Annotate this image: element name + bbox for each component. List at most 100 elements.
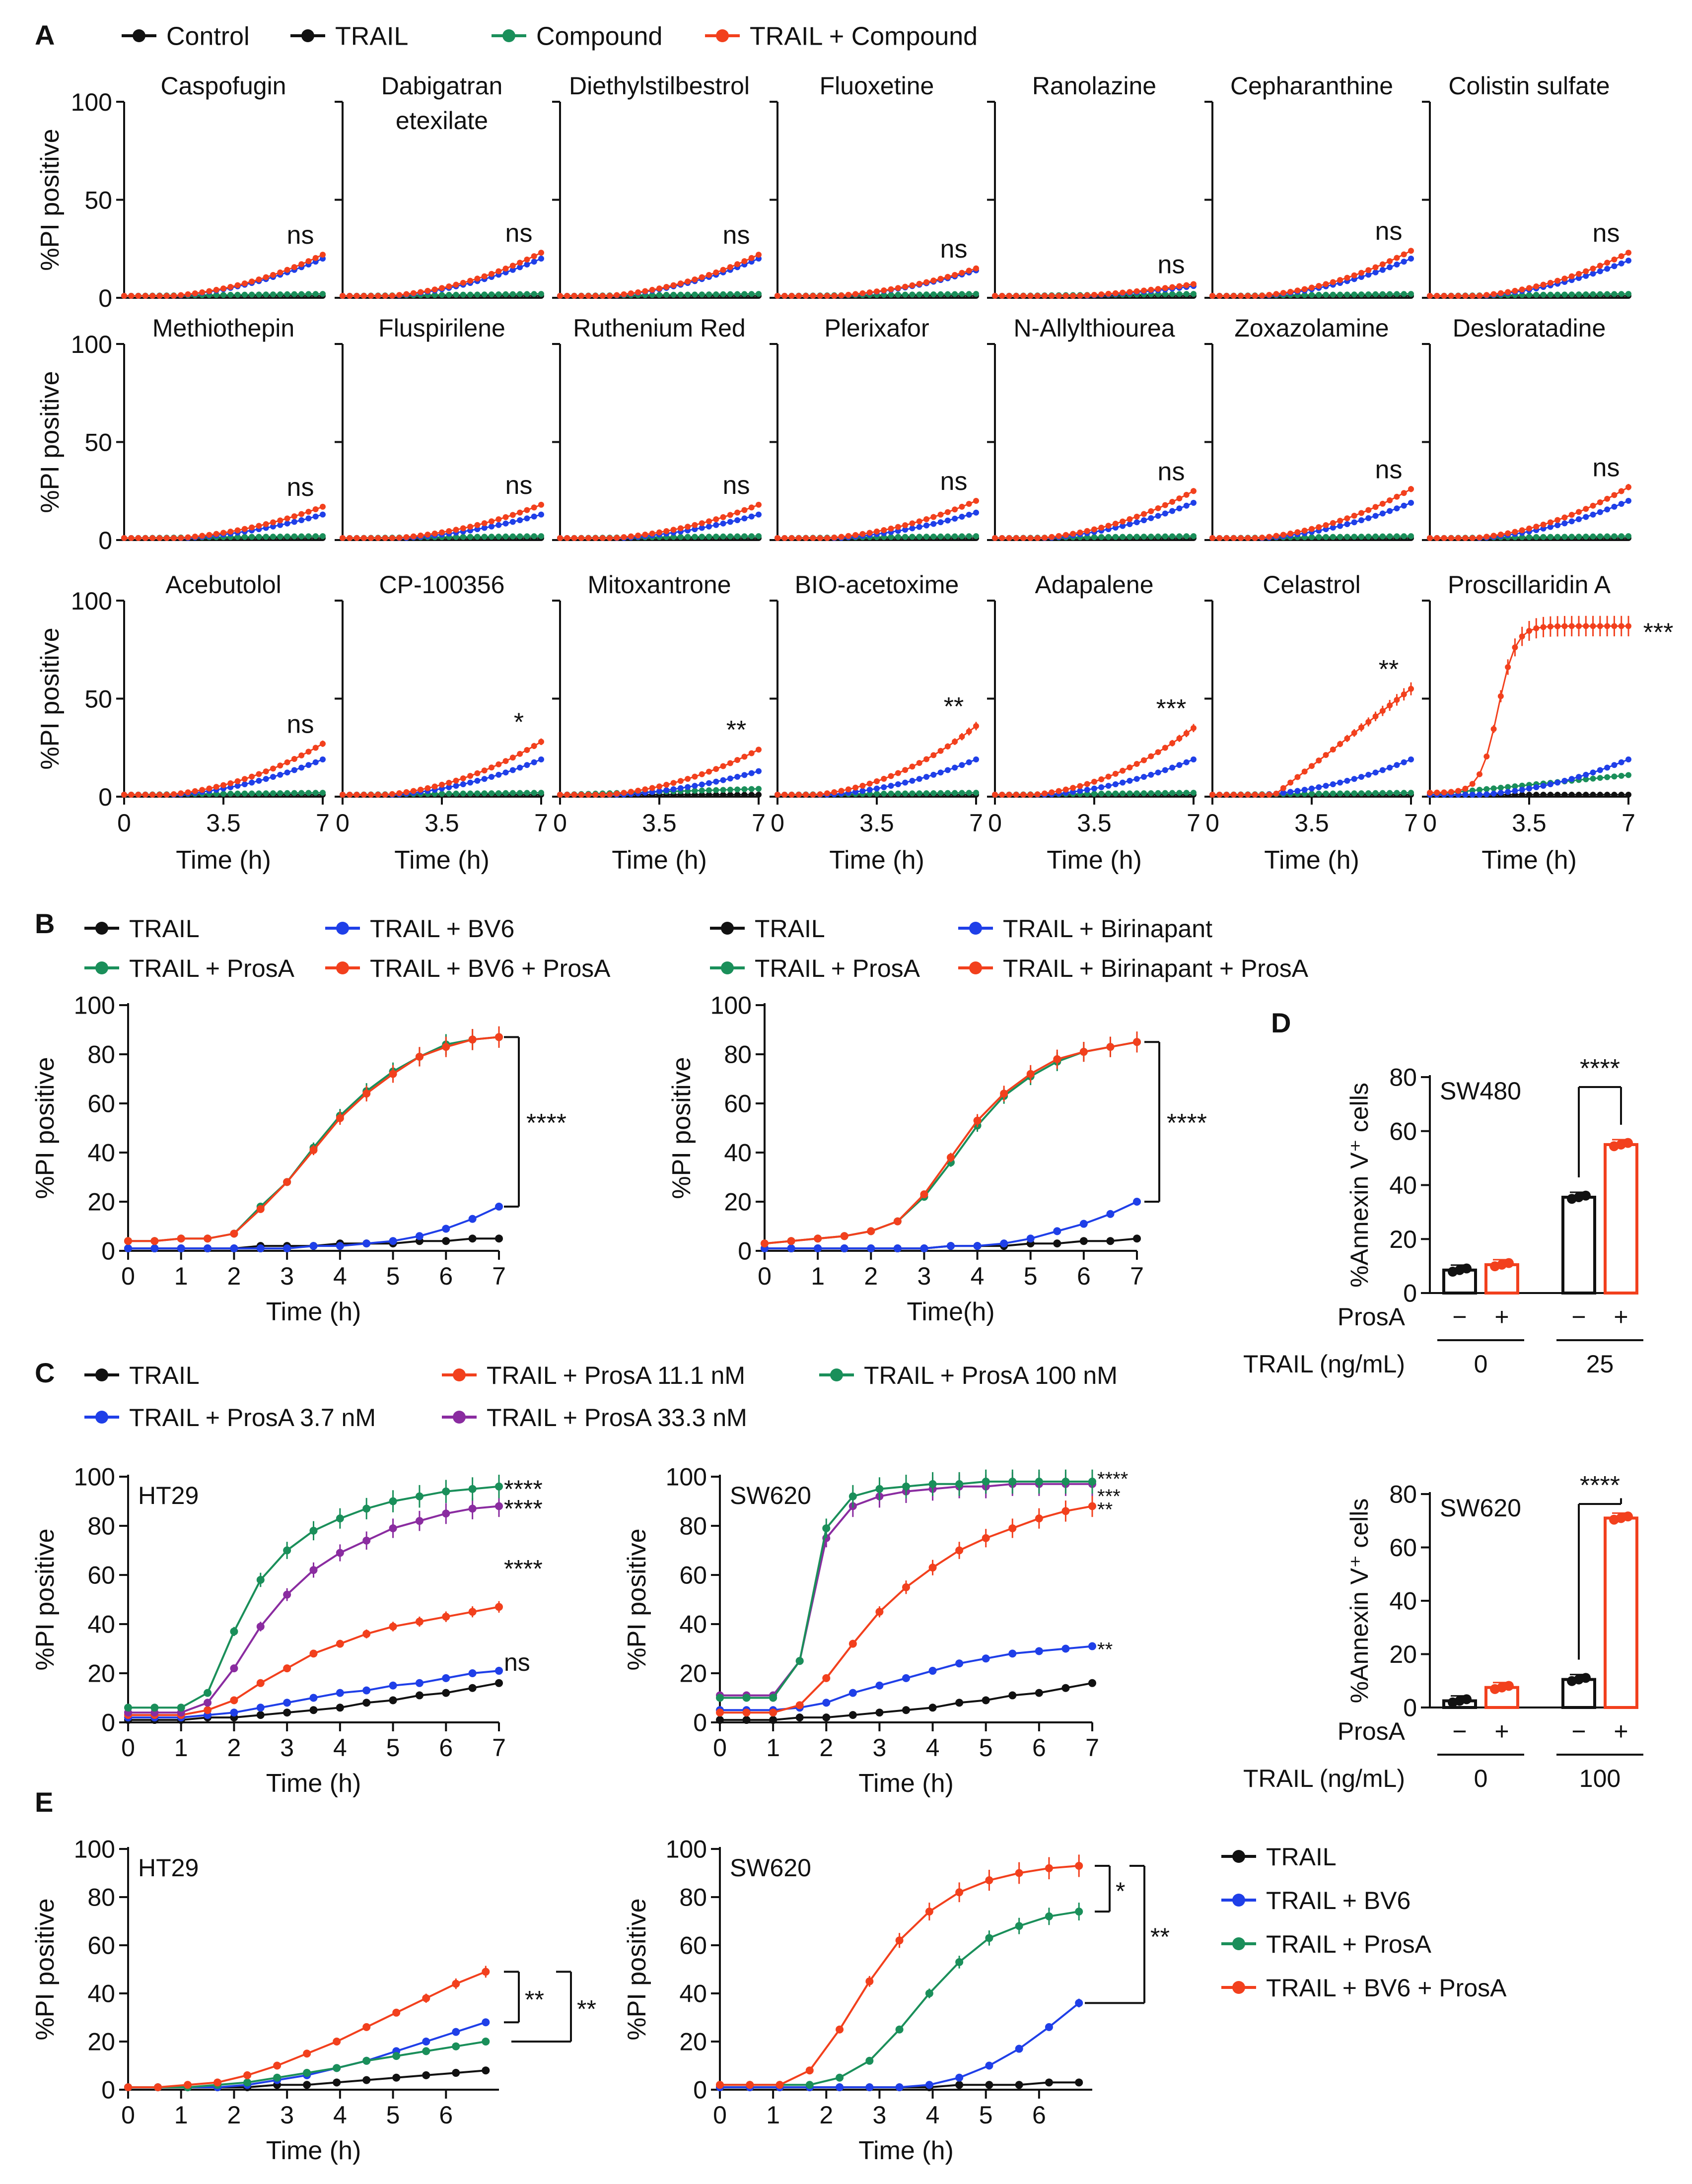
data-point [1294, 529, 1301, 536]
data-point [1112, 781, 1119, 787]
data-point [1401, 259, 1407, 265]
subplot-title: Acebutolol [165, 571, 282, 599]
data-point [474, 534, 481, 540]
data-point [1358, 790, 1364, 797]
data-point [1351, 730, 1357, 736]
data-point [706, 768, 712, 775]
data-point [1309, 785, 1315, 792]
data-point [1176, 735, 1183, 742]
data-point [1120, 523, 1126, 529]
data-point [291, 756, 297, 762]
data-point [1273, 790, 1279, 797]
data-point [517, 291, 523, 297]
legend-marker [453, 1368, 466, 1381]
data-point [1223, 293, 1230, 299]
significance-label: *** [1156, 694, 1187, 723]
data-point [1155, 749, 1161, 755]
subplot-title: SW620 [1440, 1494, 1521, 1522]
data-point [635, 289, 641, 295]
legend-marker [721, 922, 734, 935]
data-point [1561, 275, 1568, 282]
data-point [453, 783, 459, 789]
subplot-title: Cepharanthine [1230, 72, 1393, 100]
data-point [531, 253, 537, 260]
data-point [888, 525, 894, 532]
data-point [1259, 792, 1265, 798]
data-point [1387, 764, 1393, 771]
data-point [959, 514, 965, 520]
bar [1604, 1516, 1638, 1709]
data-point [748, 533, 755, 540]
data-point [1091, 534, 1097, 541]
data-point [150, 1244, 159, 1253]
significance-label: **** [1167, 1109, 1207, 1138]
data-point [220, 782, 226, 788]
data-point [389, 1622, 397, 1631]
data-point [150, 1704, 159, 1712]
data-point [1526, 285, 1532, 291]
data-point [284, 759, 290, 765]
data-point [1027, 792, 1034, 798]
data-point [1394, 493, 1400, 500]
data-point [1105, 534, 1112, 540]
data-point [775, 792, 780, 798]
data-point [1568, 776, 1575, 782]
data-point [124, 1704, 132, 1712]
data-point [1576, 534, 1582, 540]
data-point [1526, 785, 1532, 792]
data-point [362, 2076, 371, 2084]
data-point [1176, 495, 1183, 502]
data-point [874, 778, 880, 785]
data-point [1049, 789, 1055, 796]
data-point [1568, 291, 1575, 298]
x-tick-label: 4 [333, 2101, 347, 2129]
data-point [788, 535, 795, 542]
data-point [893, 1244, 902, 1253]
data-point [1365, 267, 1372, 273]
data-point [1141, 790, 1147, 797]
data-point [424, 531, 431, 538]
series-trail-compound [775, 265, 979, 299]
x-tick-label: 6 [439, 1734, 453, 1762]
data-point [467, 790, 474, 797]
y-tick-label: 80 [1389, 1064, 1417, 1092]
data-point [1006, 293, 1012, 299]
series-trail-bv6-prosa [124, 1026, 503, 1245]
data-point [742, 1716, 751, 1724]
legend-item: TRAIL + Birinapant [958, 915, 1212, 943]
significance-label: **** [504, 1475, 543, 1503]
data-point [531, 533, 537, 540]
data-point [706, 792, 712, 798]
data-point [291, 790, 297, 796]
data-point [1098, 534, 1105, 540]
prosa-mark: − [1452, 1303, 1467, 1331]
data-point [524, 762, 530, 768]
data-point [1056, 788, 1062, 794]
data-point [467, 291, 474, 298]
data-point [234, 282, 241, 288]
data-point [468, 1234, 477, 1243]
data-point [1597, 792, 1603, 798]
data-point [1611, 773, 1618, 780]
data-point [1344, 521, 1350, 528]
y-tick-label: 0 [1403, 1280, 1417, 1307]
data-point [909, 763, 916, 770]
data-point [517, 764, 523, 771]
series-trail-compound [121, 740, 326, 798]
data-point [734, 261, 741, 268]
significance-label: ns [505, 219, 533, 248]
bar-point [1504, 1258, 1514, 1268]
data-point [538, 501, 544, 508]
data-point [424, 287, 431, 294]
data-point [787, 1237, 795, 1245]
data-point [1505, 664, 1511, 670]
data-point [1106, 1043, 1115, 1051]
data-point [1020, 535, 1027, 542]
data-point [578, 535, 584, 542]
data-point [1169, 764, 1176, 771]
data-point [1583, 776, 1589, 783]
data-point [947, 1153, 955, 1161]
data-point [1035, 1689, 1043, 1697]
data-point [1309, 534, 1315, 541]
data-point [517, 264, 523, 271]
